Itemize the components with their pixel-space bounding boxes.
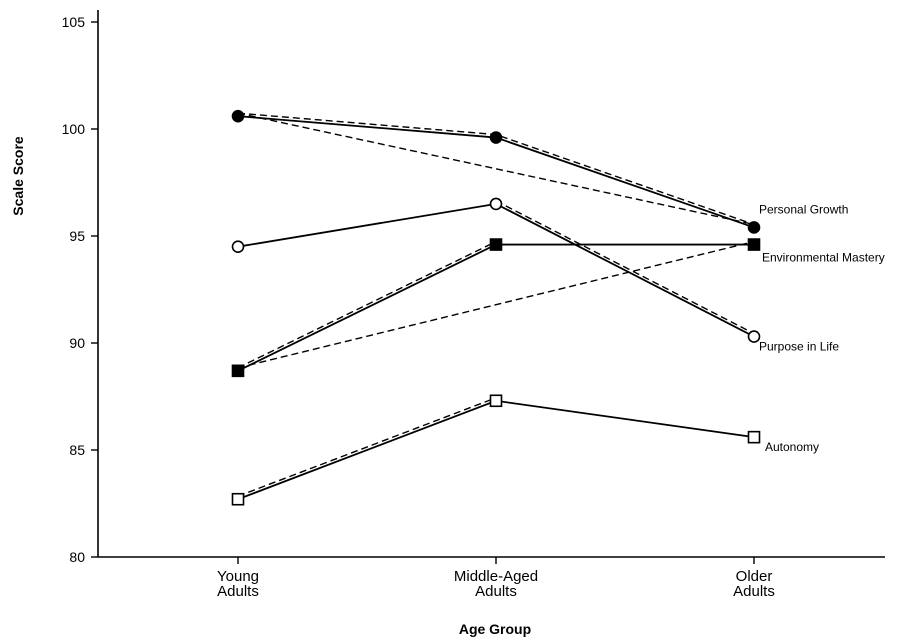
series-label-environmental-mastery: Environmental Mastery: [762, 251, 885, 265]
dashed-line-environmental-mastery-2: [237, 240, 497, 369]
x-category-label-1-0: Middle-Aged: [454, 568, 538, 585]
x-category-label-2-0: Older: [736, 568, 773, 585]
labels: Personal Growth Environmental Mastery Purp…: [759, 202, 885, 454]
solid-lines: [237, 115, 755, 501]
y-axis-title: Scale Score: [10, 136, 26, 216]
marker-environmental-mastery-2: [747, 238, 761, 251]
marker-autonomy-0: [231, 492, 245, 506]
axes: [97, 10, 885, 558]
marker-purpose-in-life-1: [489, 197, 503, 211]
y-tick-label-90: 90: [69, 335, 85, 351]
marker-purpose-in-life-0: [231, 240, 245, 253]
marker-personal-growth-1: [489, 131, 503, 144]
dashed-line-purpose-in-life-4: [495, 200, 755, 335]
marker-environmental-mastery-1: [489, 238, 503, 251]
x-category-label-1-1: Adults: [475, 583, 517, 600]
dashed-lines: [237, 112, 755, 497]
x-category-label-2-1: Adults: [733, 583, 775, 600]
marker-personal-growth-2: [747, 221, 761, 234]
y-tick-label-95: 95: [69, 228, 85, 244]
marker-personal-growth-0: [231, 109, 245, 123]
line-autonomy: [237, 399, 755, 501]
ticks: 80859095100105YoungAdultsMiddle-AgedAdul…: [62, 14, 775, 600]
series-label-purpose-in-life: Purpose in Life: [759, 340, 839, 354]
dashed-line-environmental-mastery-3: [237, 240, 755, 369]
marker-purpose-in-life-2: [747, 330, 761, 343]
line-purpose-in-life: [237, 202, 755, 338]
marker-autonomy-2: [747, 430, 761, 444]
x-category-label-0-0: Young: [217, 568, 259, 585]
y-tick-label-105: 105: [62, 14, 86, 30]
line-environmental-mastery: [237, 243, 754, 372]
x-axis-title: Age Group: [459, 621, 531, 637]
marker-environmental-mastery-0: [231, 364, 245, 378]
dashed-line-autonomy-5: [237, 397, 497, 497]
series-label-personal-growth: Personal Growth: [759, 202, 848, 216]
x-category-label-0-1: Adults: [217, 583, 259, 600]
y-tick-label-80: 80: [69, 549, 85, 565]
series-label-autonomy: Autonomy: [765, 440, 819, 454]
y-tick-label-85: 85: [69, 442, 85, 458]
y-tick-label-100: 100: [62, 121, 86, 137]
markers: [231, 109, 761, 506]
marker-autonomy-1: [489, 394, 503, 408]
